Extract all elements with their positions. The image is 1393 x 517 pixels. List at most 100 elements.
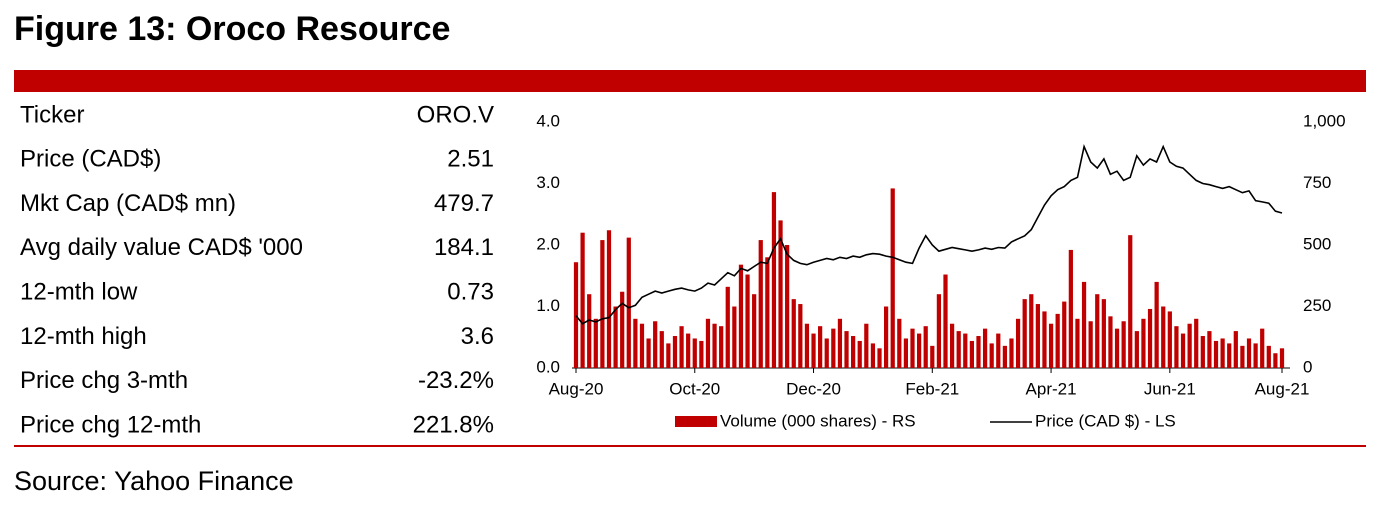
volume-bar bbox=[1279, 348, 1285, 368]
row-label: Price chg 12-mth bbox=[20, 411, 201, 438]
volume-bar bbox=[903, 338, 909, 368]
volume-bar bbox=[1055, 313, 1060, 368]
volume-bar bbox=[989, 343, 994, 368]
row-label: Mkt Cap (CAD$ mn) bbox=[20, 190, 236, 217]
volume-bar bbox=[923, 326, 928, 368]
y-tick-label: 2.0 bbox=[536, 234, 560, 253]
row-value: 479.7 bbox=[434, 190, 494, 217]
volume-bar bbox=[587, 294, 592, 368]
volume-bar bbox=[857, 340, 862, 368]
volume-bar bbox=[580, 232, 585, 368]
volume-bar bbox=[1220, 338, 1225, 368]
figure-title: Figure 13: Oroco Resource bbox=[14, 10, 450, 48]
volume-bar bbox=[738, 264, 744, 368]
volume-bar bbox=[686, 333, 691, 368]
row-label: Price (CAD$) bbox=[20, 146, 161, 173]
volume-bar bbox=[818, 326, 823, 368]
volume-bar bbox=[705, 318, 711, 368]
stats-table: Ticker ORO.V Price (CAD$) 2.51 Mkt Cap (CAD$… bbox=[20, 101, 494, 438]
row-value: 3.6 bbox=[461, 323, 494, 350]
volume-bar bbox=[1114, 328, 1120, 368]
volume-bar bbox=[672, 336, 678, 368]
volume-bar bbox=[712, 323, 717, 368]
row-value: 184.1 bbox=[434, 234, 494, 261]
volume-bar bbox=[831, 328, 836, 368]
volume-bar bbox=[1048, 323, 1054, 368]
y2-tick-label: 500 bbox=[1303, 234, 1331, 253]
volume-bar bbox=[659, 331, 664, 368]
y2-tick-label: 250 bbox=[1303, 296, 1331, 315]
volume-bar bbox=[1088, 321, 1093, 368]
volume-bar bbox=[811, 333, 816, 368]
volume-bar bbox=[1134, 331, 1139, 368]
volume-bar bbox=[620, 291, 625, 368]
volume-bar bbox=[936, 294, 942, 368]
legend-swatch bbox=[675, 416, 717, 427]
y-tick-label: 1.0 bbox=[536, 296, 560, 315]
volume-bar bbox=[1266, 345, 1271, 368]
volume-bar bbox=[600, 240, 605, 368]
volume-bar bbox=[1147, 308, 1153, 368]
x-tick-label: Dec-20 bbox=[786, 379, 841, 398]
volume-bar bbox=[910, 328, 915, 368]
volume-bar bbox=[692, 338, 697, 368]
volume-bar bbox=[870, 343, 876, 368]
volume-bar bbox=[1227, 343, 1232, 368]
volume-bar bbox=[1240, 345, 1245, 368]
row-label: Ticker bbox=[20, 101, 84, 128]
volume-bar bbox=[877, 348, 882, 368]
volume-bar bbox=[969, 340, 974, 368]
volume-bar bbox=[573, 262, 579, 368]
volume-bar bbox=[639, 323, 645, 368]
x-tick-label: Apr-21 bbox=[1026, 379, 1077, 398]
volume-bar bbox=[851, 336, 856, 368]
volume-bar bbox=[1121, 321, 1126, 368]
legend-label: Volume (000 shares) - RS bbox=[720, 411, 916, 430]
row-value: 0.73 bbox=[447, 279, 494, 306]
volume-bar bbox=[943, 274, 948, 368]
y2-tick-label: 1,000 bbox=[1303, 111, 1346, 130]
volume-bar bbox=[1081, 281, 1087, 368]
x-tick-label: Oct-20 bbox=[669, 379, 720, 398]
row-label: Price chg 3-mth bbox=[20, 367, 188, 394]
legend-label: Price (CAD $) - LS bbox=[1035, 411, 1176, 430]
volume-bar bbox=[963, 333, 968, 368]
row-value: ORO.V bbox=[417, 101, 494, 128]
volume-bar bbox=[890, 188, 895, 368]
volume-bar bbox=[666, 343, 671, 368]
volume-bar bbox=[771, 192, 777, 368]
volume-bar bbox=[1273, 353, 1278, 368]
volume-bar bbox=[1042, 311, 1047, 368]
volume-bar bbox=[1194, 318, 1199, 368]
volume-bar bbox=[646, 338, 651, 368]
y2-tick-label: 750 bbox=[1303, 173, 1331, 192]
volume-bar bbox=[1141, 318, 1146, 368]
volume-bar bbox=[844, 331, 849, 368]
volume-bar bbox=[1095, 294, 1100, 368]
volume-bar bbox=[1029, 294, 1034, 368]
y-tick-label: 3.0 bbox=[536, 173, 560, 192]
volume-bar bbox=[1161, 306, 1166, 368]
volume-bar bbox=[785, 245, 790, 368]
volume-bar bbox=[719, 326, 724, 368]
volume-bar bbox=[916, 333, 922, 368]
volume-bar bbox=[930, 345, 935, 368]
volume-bar bbox=[1167, 311, 1172, 368]
chart: 0.0 1.0 2.0 3.0 4.0 0 250 500 750 1,000 Aug-20 Oct-… bbox=[536, 111, 1345, 430]
volume-bar bbox=[824, 338, 829, 368]
x-tick-label: Aug-21 bbox=[1255, 379, 1310, 398]
volume-bar bbox=[798, 304, 803, 368]
volume-bar bbox=[758, 240, 763, 368]
volume-bar bbox=[1035, 304, 1040, 368]
volume-bar bbox=[725, 286, 730, 368]
y-tick-label: 0.0 bbox=[536, 357, 560, 376]
volume-bar bbox=[1022, 299, 1027, 368]
volume-bar bbox=[699, 340, 704, 368]
volume-bar bbox=[752, 294, 757, 368]
row-label: 12-mth high bbox=[20, 323, 147, 350]
volume-bar bbox=[1253, 343, 1258, 368]
volume-bar bbox=[1187, 323, 1192, 368]
volume-bar bbox=[653, 321, 658, 368]
x-tick-label: Aug-20 bbox=[549, 379, 604, 398]
